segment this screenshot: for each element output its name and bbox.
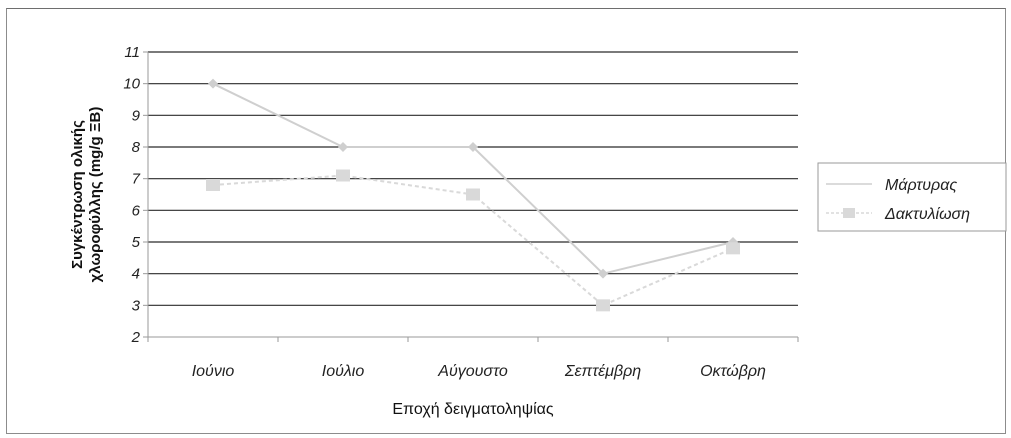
- data-point: [596, 299, 610, 312]
- y-tick-label: 6: [132, 202, 141, 219]
- x-tick-label: Ιούνιο: [192, 363, 235, 380]
- x-tick-labels: Ιούνιο Ιούλιο Αύγουστο Σεπτέμβρη Οκτώβρη: [147, 337, 799, 380]
- data-point: [468, 142, 478, 152]
- series-layer: [206, 78, 740, 312]
- data-point: [466, 188, 480, 201]
- gridlines: [148, 51, 798, 306]
- x-axis-title: Εποχή δειγματοληψίας: [392, 401, 554, 418]
- legend-label-daktyliosi: Δακτυλίωση: [884, 206, 970, 223]
- y-tick-label: 11: [124, 44, 140, 61]
- y-tick-label: 8: [132, 139, 141, 156]
- y-tick-label: 9: [132, 107, 141, 124]
- legend-square-daktyliosi: [843, 208, 855, 218]
- y-tick-label: 7: [132, 171, 141, 188]
- x-tick-label: Οκτώβρη: [700, 363, 766, 380]
- legend-label-martyras: Μάρτυρας: [885, 177, 957, 194]
- y-axis-title-line-1: Συγκέντρωση ολικής: [69, 120, 86, 269]
- y-axis-title: Συγκέντρωση ολικής χλωροφύλλης (mg/g ΞΒ): [69, 107, 104, 283]
- x-tick-label: Αύγουστο: [437, 363, 508, 380]
- y-axis-title-line-2: χλωροφύλλης (mg/g ΞΒ): [87, 107, 104, 283]
- legend: Μάρτυρας Δακτυλίωση: [817, 162, 1007, 232]
- data-point: [208, 78, 218, 89]
- data-point: [206, 179, 220, 191]
- y-tick-label: 2: [131, 329, 141, 346]
- x-tick-label: Ιούλιο: [322, 363, 365, 380]
- data-point: [336, 169, 350, 182]
- data-point: [338, 142, 348, 152]
- legend-box: [817, 162, 1007, 232]
- y-tick-label: 5: [132, 234, 141, 251]
- y-tick-labels: 2 3 4 5 6 7 8 9 10 11: [123, 44, 148, 346]
- x-tick-label: Σεπτέμβρη: [564, 363, 641, 380]
- y-tick-label: 10: [123, 76, 140, 93]
- data-point: [726, 242, 740, 255]
- y-tick-label: 3: [132, 297, 141, 314]
- data-point: [598, 268, 608, 279]
- y-tick-label: 4: [132, 266, 140, 283]
